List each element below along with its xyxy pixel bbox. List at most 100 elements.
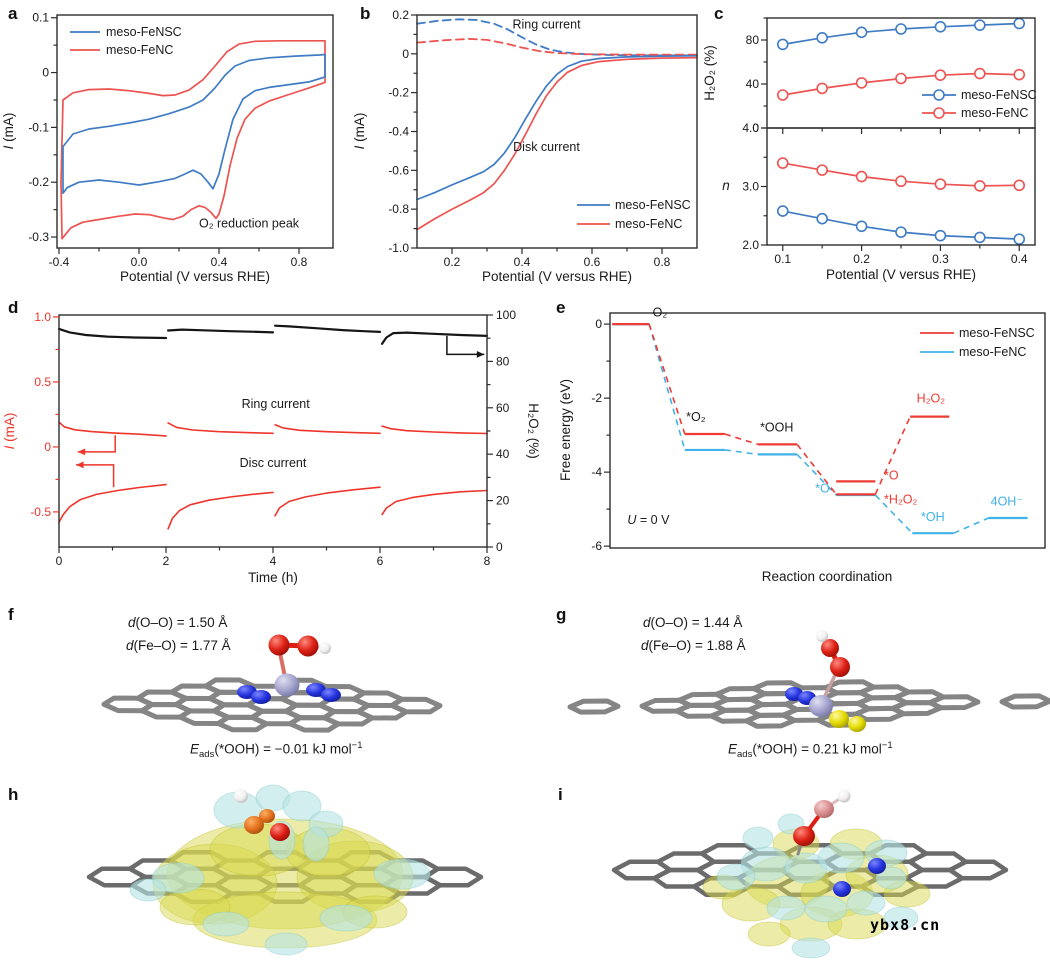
o-atom (814, 800, 834, 818)
data-point (855, 26, 868, 39)
isosurface-blob (766, 895, 806, 921)
isosurface-blob (151, 862, 205, 894)
series-H2O2 selectivity (57, 327, 168, 340)
annotation: O₂ reduction peak (199, 217, 300, 231)
annotation: Ring current (242, 397, 311, 411)
y-axis-label: I (mA) (352, 113, 367, 150)
graphene-sheet (567, 679, 1050, 729)
plot-frame (416, 14, 698, 249)
s-atom (848, 716, 866, 732)
y-tick-label: -0.5 (30, 505, 51, 519)
y-tick-label: 0 (402, 47, 409, 61)
annotation: Ring current (512, 18, 581, 32)
g-distance-feo-label: d(Fe–O) = 1.88 Å (641, 638, 746, 653)
series-meso-FeNC (60, 39, 326, 240)
series-meso-FeNC disk (416, 56, 698, 231)
isosurface-blob (264, 932, 308, 956)
o-atom (793, 826, 815, 846)
series-meso-FeNSC (62, 53, 326, 195)
plot-frame (56, 14, 334, 249)
chart-cv-curves: -0.4 0.0 0.4 0.8 0.1 0 -0.1 -0.2 -0.3 Potential (… (1, 11, 334, 284)
series-disc current (381, 489, 488, 516)
x-tick-label: 4 (270, 554, 277, 568)
y-tick-label: 0.5 (34, 375, 51, 389)
o-atom (268, 634, 290, 656)
data-point (895, 72, 907, 85)
energy-link (953, 517, 989, 534)
y-axis-label: Free energy (eV) (558, 379, 573, 481)
f-adsorption-energy-label: Eads(*OOH) = −0.01 kJ mol−1 (190, 740, 363, 761)
isosurface-blob (716, 863, 756, 891)
annotation: *OOH (760, 420, 793, 434)
data-point (974, 67, 986, 80)
graphene-sheet (101, 677, 443, 733)
y-tick-label: 0.1 (32, 11, 49, 25)
data-point (776, 157, 789, 169)
energy-link (796, 453, 837, 496)
o-atom (830, 657, 850, 677)
x-tick-label: 6 (377, 554, 384, 568)
x-tick-label: 0.1 (774, 252, 791, 266)
isosurface-blob (373, 858, 431, 890)
plot-frame (609, 312, 1046, 549)
y-tick-label: -0.1 (28, 120, 49, 134)
y-tick-label: -0.4 (388, 125, 409, 139)
data-point (895, 226, 907, 238)
panel-label-e: e (556, 298, 566, 317)
series-disc current (58, 483, 167, 524)
y-tick-label: 0 (42, 66, 49, 80)
series-H2O2 selectivity (274, 324, 382, 333)
y-tick-label: 3.0 (742, 180, 759, 194)
isosurface-blob (319, 904, 373, 932)
y-axis-label: I (mA) (1, 113, 16, 150)
annotation: *O₂ (686, 410, 706, 424)
data-point (776, 89, 789, 101)
legend-marker (933, 89, 945, 101)
legend-marker (933, 107, 945, 119)
legend-label: meso-FeNSC (961, 88, 1037, 102)
series-disc current (167, 491, 274, 530)
legend-label: meso-FeNC (961, 106, 1028, 120)
panel-label-g: g (556, 605, 567, 624)
n-atom (833, 881, 851, 897)
molecule-fensc-ooh-adsorption (101, 634, 443, 733)
annotation: U = 0 V (627, 513, 670, 527)
data-point (816, 82, 828, 95)
y2-tick-label: 20 (496, 494, 510, 508)
data-point (974, 231, 986, 244)
legend-label: meso-FeNSC (106, 25, 182, 39)
x-tick-label: 0.4 (514, 255, 531, 269)
chart-stability-test: 0 2 4 6 8 1.0 0.5 0 -0.5 0 20 40 60 80 100 Time (h) I (m… (2, 308, 541, 585)
o-atom (244, 816, 264, 834)
series-H2O2 selectivity (167, 328, 275, 334)
y2-tick-label: 80 (496, 354, 510, 368)
y-tick-label: -0.2 (388, 86, 409, 100)
f-distance-feo-label: d(Fe–O) = 1.77 Å (126, 638, 231, 653)
data-point (895, 175, 907, 188)
annotation: Disc current (240, 456, 307, 470)
data-point (934, 20, 947, 33)
annotation: *O (884, 469, 899, 483)
o-atom (270, 823, 290, 841)
annotation: H₂O₂ (917, 392, 946, 406)
fe-atom (274, 673, 300, 697)
fe-atom (809, 695, 833, 717)
energy-link (874, 416, 911, 495)
data-point (974, 19, 986, 31)
annotation: *OH (921, 510, 945, 524)
y-tick-label: 1.0 (34, 310, 51, 324)
isosurface-blob (747, 921, 791, 947)
data-point (776, 38, 789, 51)
n-atom (251, 690, 271, 704)
n-atom (321, 688, 341, 702)
h-atom (837, 789, 851, 803)
y-tick-label: 0 (595, 317, 602, 331)
energy-link (648, 323, 686, 451)
y2-tick-label: 0 (496, 540, 503, 554)
data-point (934, 69, 947, 81)
legend-label: meso-FeNSC (615, 198, 691, 212)
panel-label-b: b (360, 4, 371, 23)
annotation: *H₂O₂ (884, 493, 917, 507)
x-tick-label: 0.0 (131, 255, 148, 269)
y2-tick-label: 100 (496, 308, 516, 322)
